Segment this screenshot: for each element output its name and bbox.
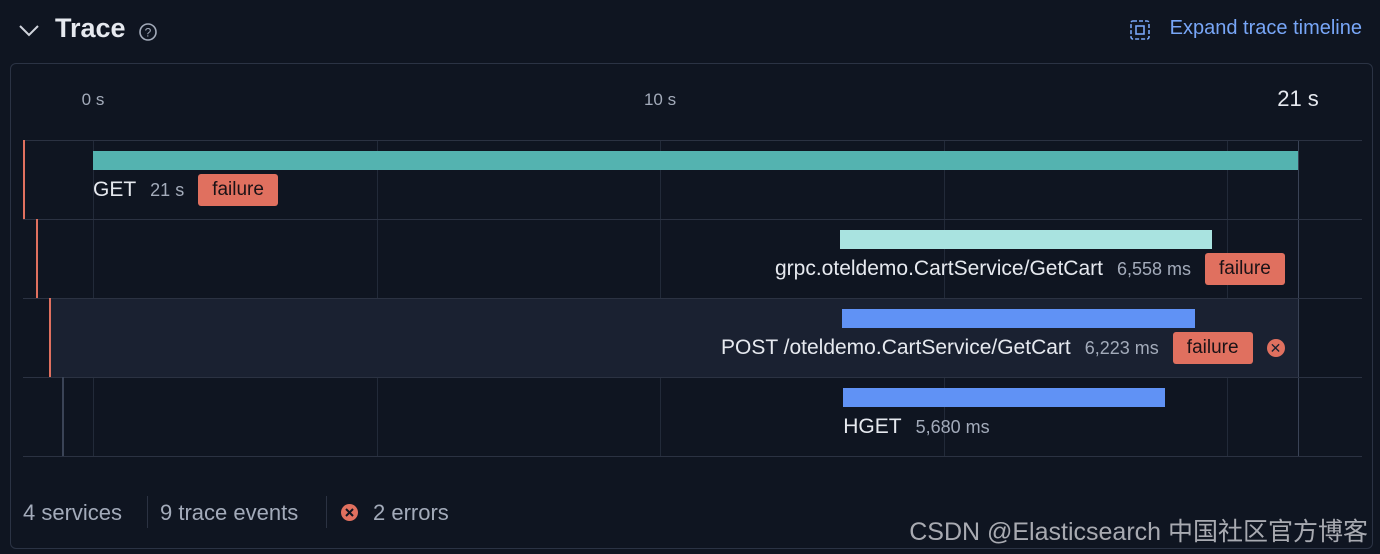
span-name: POST /oteldemo.CartService/GetCart bbox=[721, 336, 1071, 359]
x-tick-label: 0 s bbox=[81, 90, 105, 109]
span-name: GET bbox=[93, 178, 137, 201]
status-badge: failure bbox=[1172, 332, 1253, 364]
watermark: CSDN @Elasticsearch 中国社区官方博客 bbox=[909, 518, 1368, 546]
span-bar bbox=[839, 230, 1212, 249]
depth-line bbox=[23, 140, 25, 219]
error-icon: ✕ bbox=[1266, 339, 1285, 357]
row-line bbox=[23, 298, 1362, 299]
span-duration: 6,558 ms bbox=[1116, 258, 1192, 279]
span-bar bbox=[93, 151, 1298, 170]
error-icon bbox=[341, 504, 358, 521]
span-duration: 21 s bbox=[150, 179, 185, 200]
x-tick-label: 21 s bbox=[1277, 86, 1319, 111]
depth-line bbox=[36, 219, 38, 298]
panel bbox=[10, 63, 1373, 549]
row-line bbox=[23, 219, 1362, 220]
span-duration: 6,223 ms bbox=[1084, 337, 1159, 358]
span-label: HGET 5,680 ms bbox=[843, 411, 989, 443]
span-duration: 5,680 ms bbox=[915, 416, 990, 437]
services-count: 4 services bbox=[23, 500, 123, 525]
x-tick-label: 10 s bbox=[643, 90, 677, 109]
separator bbox=[326, 496, 327, 528]
row-line bbox=[23, 140, 1362, 141]
help-icon[interactable]: ? bbox=[138, 22, 158, 42]
span-label: grpc.oteldemo.CartService/GetCart 6,558 m… bbox=[775, 253, 1285, 285]
span-name: HGET bbox=[843, 415, 902, 438]
span-bar bbox=[843, 388, 1166, 407]
expand-icon[interactable] bbox=[1129, 19, 1151, 41]
events-count: 9 trace events bbox=[160, 500, 299, 525]
separator bbox=[147, 496, 148, 528]
collapse-icon[interactable] bbox=[18, 20, 40, 40]
span-name: grpc.oteldemo.CartService/GetCart bbox=[775, 257, 1103, 280]
row-line bbox=[23, 456, 1362, 457]
svg-text:?: ? bbox=[145, 26, 152, 40]
title: Trace bbox=[55, 13, 126, 43]
status-badge: failure bbox=[198, 174, 278, 206]
span-label: GET 21 s failure bbox=[93, 174, 278, 206]
span-bar bbox=[842, 309, 1195, 328]
row-line bbox=[23, 377, 1362, 378]
errors-count: 2 errors bbox=[373, 500, 449, 525]
depth-line bbox=[49, 298, 51, 377]
depth-line bbox=[62, 377, 64, 456]
status-badge: failure bbox=[1205, 253, 1285, 285]
expand-button[interactable]: Expand trace timeline bbox=[1169, 17, 1362, 39]
span-label: POST /oteldemo.CartService/GetCart 6,223 … bbox=[721, 332, 1285, 364]
